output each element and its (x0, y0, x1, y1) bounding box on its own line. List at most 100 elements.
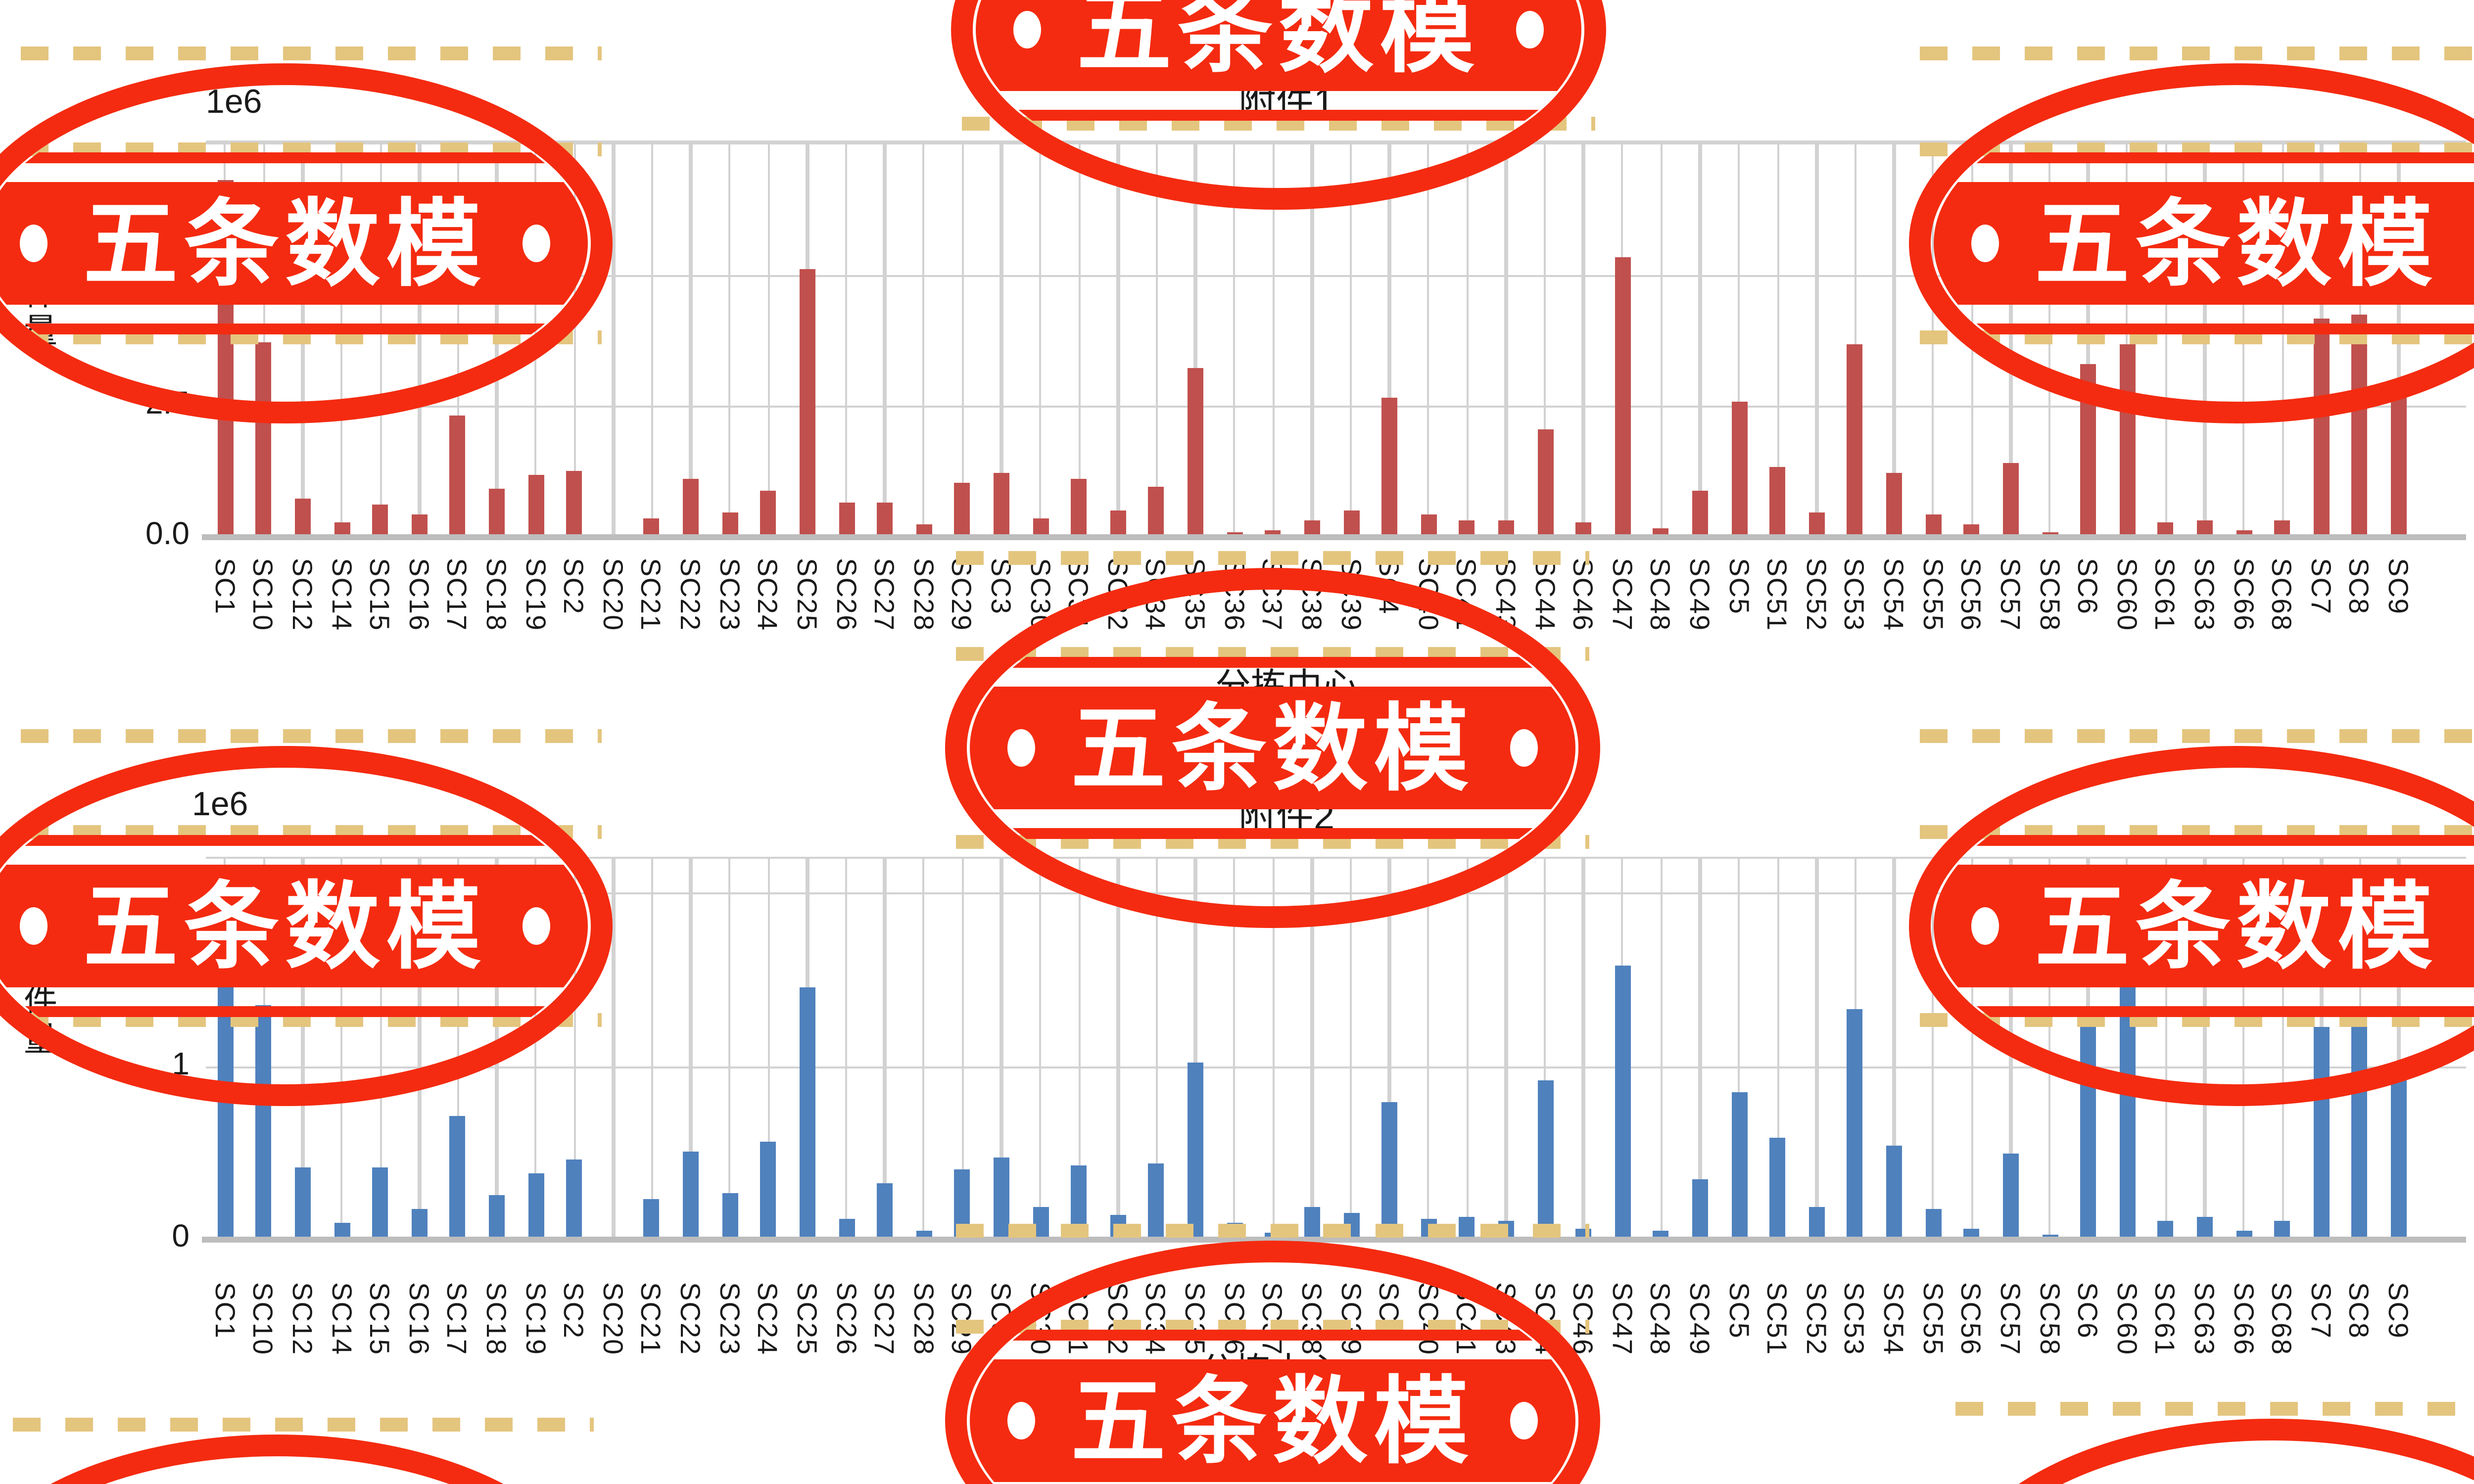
bar-SC51 (1770, 1138, 1786, 1239)
grid-v (1970, 856, 1973, 1239)
bar-SC37 (1265, 531, 1282, 536)
stamp-dot (1013, 11, 1041, 48)
grid-v (689, 856, 693, 1239)
grid-v (1505, 141, 1508, 536)
x-tick-label: SC57 (1995, 558, 2027, 632)
x-tick-label: SC48 (1645, 558, 1677, 632)
stamp-thin-bar (969, 1329, 1574, 1340)
x-tick-label: SC22 (675, 558, 707, 632)
grid-v (1310, 856, 1314, 1239)
bar-SC53 (1847, 345, 1863, 536)
x-tick-label: SC8 (2344, 1281, 2376, 1338)
x-tick-label: SC20 (597, 1281, 629, 1355)
x-tick-label: SC7 (2305, 1281, 2337, 1338)
bar-SC3 (994, 1158, 1009, 1239)
bar-SC10 (256, 342, 272, 536)
grid-v (1078, 856, 1081, 1239)
grid-v (767, 141, 770, 536)
x-tick-label: SC17 (442, 1281, 474, 1355)
x-tick-label: SC58 (2034, 1281, 2066, 1355)
x-tick-label: SC19 (520, 1281, 552, 1355)
bar-SC55 (1925, 1209, 1941, 1239)
bar-SC17 (450, 1115, 466, 1239)
grid-v (1233, 141, 1236, 536)
stamp-band (976, 0, 1581, 91)
x-tick-label: SC49 (1684, 558, 1716, 632)
grid-v (1039, 856, 1042, 1239)
stamp-band (0, 864, 588, 986)
plot-top-spine (205, 856, 2466, 859)
stamp-thin-bar (1933, 1005, 2474, 1016)
bar-SC54 (1886, 1145, 1903, 1239)
grid-v (2281, 856, 2284, 1239)
stamp-svg: 五条数模 (1954, 1401, 2474, 1484)
x-tick-label: SC54 (1878, 1281, 1910, 1355)
bar-SC40 (1420, 514, 1436, 536)
bar-SC22 (683, 478, 699, 536)
stamp-text: 五条数模 (83, 191, 487, 297)
x-tick-label: SC66 (2228, 1281, 2260, 1355)
grid-v (1427, 141, 1430, 536)
bar-SC7 (2313, 1027, 2330, 1239)
x-tick-label: SC6 (2072, 558, 2104, 615)
bar-SC43 (1498, 520, 1514, 536)
grid-v (1737, 141, 1741, 536)
grid-v (845, 856, 848, 1239)
bar-SC21 (644, 517, 660, 536)
x-tick-label: SC21 (636, 1281, 668, 1355)
x-tick-label: SC14 (326, 558, 358, 632)
x-tick-label: SC52 (1801, 1281, 1833, 1355)
stamp-thin-bar (0, 324, 588, 334)
stamp-svg: 五条数模 (951, 0, 1606, 210)
bar-SC63 (2196, 1216, 2213, 1239)
x-tick-label: SC22 (675, 1281, 707, 1355)
grid-v (1233, 856, 1236, 1239)
x-tick-label: SC6 (2072, 1281, 2104, 1338)
grid-v (1078, 141, 1081, 536)
grid-v (883, 141, 887, 536)
grid-v (379, 141, 382, 536)
bar-SC6 (2080, 1022, 2096, 1239)
x-tick-label: SC15 (364, 1281, 396, 1355)
bar-SC31 (1071, 478, 1087, 536)
grid-v (1466, 856, 1469, 1239)
bar-SC26 (838, 1218, 855, 1239)
grid-v (340, 856, 343, 1239)
grid-v (1388, 856, 1391, 1239)
watermark-stamp: 五条数模 (0, 1413, 618, 1484)
grid-v (1039, 141, 1042, 536)
bar-SC49 (1692, 1180, 1709, 1239)
watermark-stamp: 五条数模 (1931, 1396, 2474, 1484)
x-tick-label: SC53 (1839, 1281, 1871, 1355)
grid-v (728, 141, 731, 536)
bar-SC12 (294, 499, 311, 536)
stamp-thin-bar (969, 828, 1574, 839)
bar-SC10 (256, 1005, 272, 1239)
x-tick-label: SC61 (2150, 558, 2182, 632)
grid-v (262, 141, 266, 536)
x-tick-label: SC2 (559, 1281, 590, 1338)
stamp-svg: 五条数模 (1908, 728, 2474, 1105)
stamp-ring (951, 0, 1606, 210)
bar-SC8 (2352, 1017, 2368, 1239)
bar-SC27 (877, 502, 893, 536)
x-tick-label: SC23 (714, 1281, 746, 1355)
grid-h (205, 275, 2466, 278)
y-tick-label: 0 (172, 1221, 190, 1255)
x-tick-label: SC66 (2228, 558, 2260, 632)
bar-SC29 (954, 483, 971, 536)
grid-v (728, 856, 731, 1239)
grid-v (1155, 141, 1158, 536)
stamp-svg: 五条数模 (1908, 46, 2474, 423)
stamp-dot (1006, 729, 1034, 767)
x-tick-label: SC20 (597, 558, 629, 632)
bar-SC5 (1731, 1091, 1747, 1239)
grid-v (767, 856, 770, 1239)
bar-SC53 (1847, 1008, 1863, 1239)
stamp-band (1933, 182, 2474, 305)
watermark-stamp: 五条数模 (1895, 723, 2474, 1127)
bar-SC28 (916, 1230, 932, 1239)
stamp-dot (523, 906, 550, 944)
grid-v (651, 856, 654, 1239)
stamp-dot (523, 225, 550, 262)
